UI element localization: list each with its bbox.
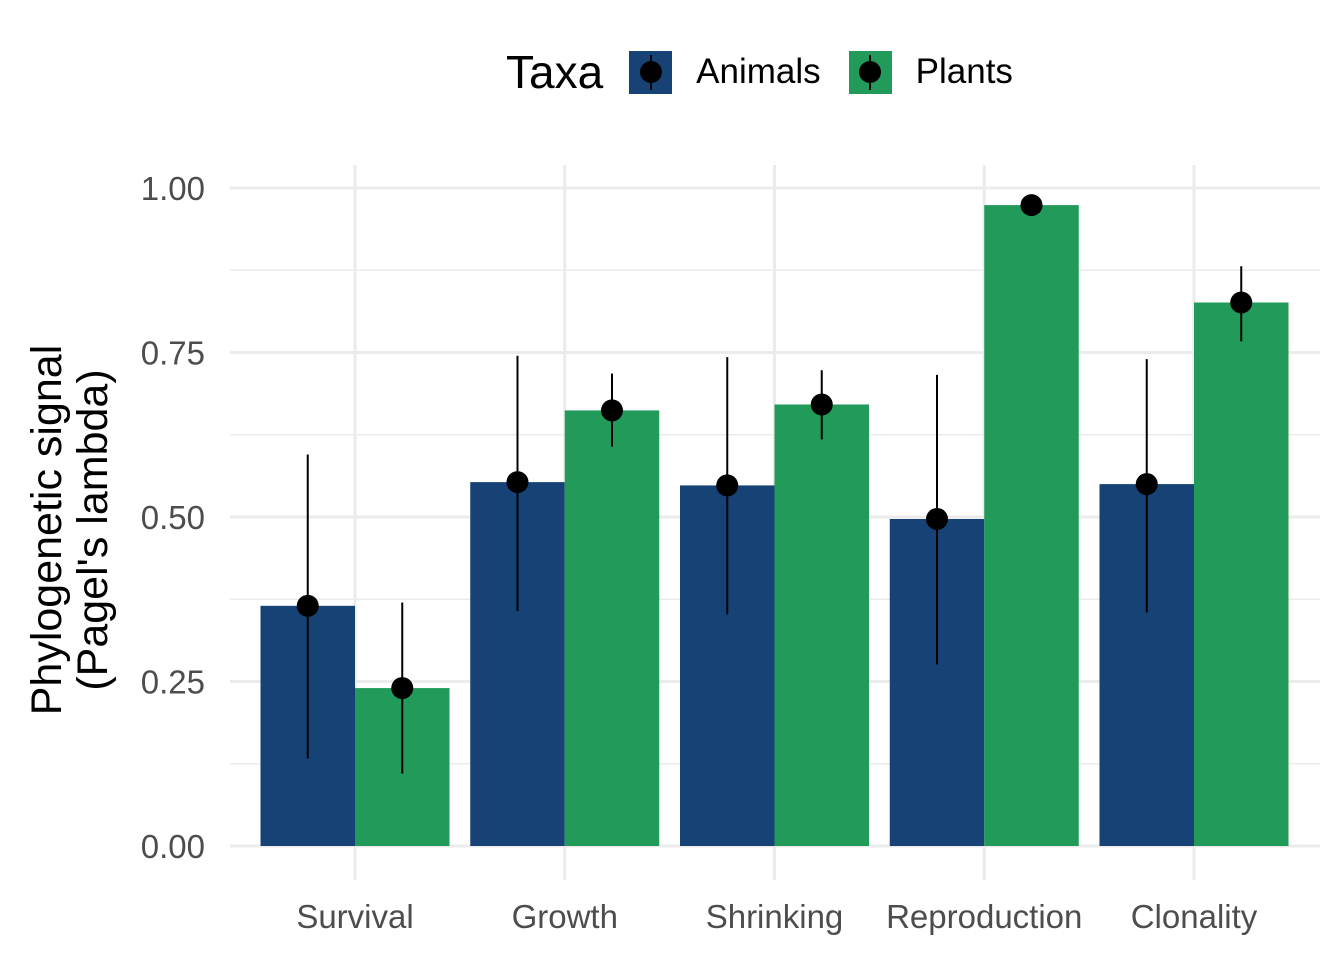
legend-label-animals: Animals: [696, 52, 821, 91]
point-plants: [391, 677, 414, 700]
y-tick-label: 0.25: [141, 664, 205, 701]
point-plants: [810, 393, 833, 416]
x-tick-label: Reproduction: [886, 898, 1082, 935]
y-tick-label: 0.75: [141, 335, 205, 372]
x-tick-label: Shrinking: [706, 898, 844, 935]
x-tick-label: Survival: [296, 898, 413, 935]
bars: [260, 205, 1289, 846]
x-tick-label: Growth: [512, 898, 618, 935]
legend-item-plants: Plants: [848, 50, 1013, 94]
legend-key-animals: [629, 50, 673, 94]
point-animals: [926, 507, 948, 530]
x-tick-label: Clonality: [1131, 898, 1258, 935]
point-animals: [1135, 473, 1158, 496]
legend-label-plants: Plants: [915, 52, 1013, 91]
y-axis-label-line1: Phylogenetic signal: [23, 344, 71, 716]
y-tick-labels: 0.00 0.25 0.50 0.75 1.00: [141, 170, 205, 865]
legend: Taxa Animals Plants: [506, 44, 1041, 100]
y-tick-label: 0.00: [141, 828, 205, 865]
point-animals: [506, 471, 529, 494]
bar-plants: [1194, 302, 1289, 846]
y-axis-label-line2: (Pagel's lambda): [69, 369, 117, 691]
point-animals: [716, 474, 739, 497]
points: [296, 194, 1253, 700]
y-tick-label: 0.50: [141, 499, 205, 536]
point-plants: [1020, 194, 1043, 217]
bar-plants: [564, 410, 660, 846]
point-animals: [296, 594, 319, 617]
legend-title: Taxa: [506, 46, 604, 98]
point-plants: [1230, 291, 1253, 314]
bar-plants: [984, 205, 1079, 846]
x-tick-labels: Survival Growth Shrinking Reproduction Clona…: [296, 898, 1257, 935]
y-axis-label: Phylogenetic signal (Pagel's lambda): [23, 344, 117, 716]
y-tick-label: 1.00: [141, 170, 205, 207]
bar-plants: [774, 404, 869, 846]
point-plants: [601, 399, 623, 422]
legend-key-plants: [848, 50, 892, 94]
legend-item-animals: Animals: [629, 50, 821, 94]
